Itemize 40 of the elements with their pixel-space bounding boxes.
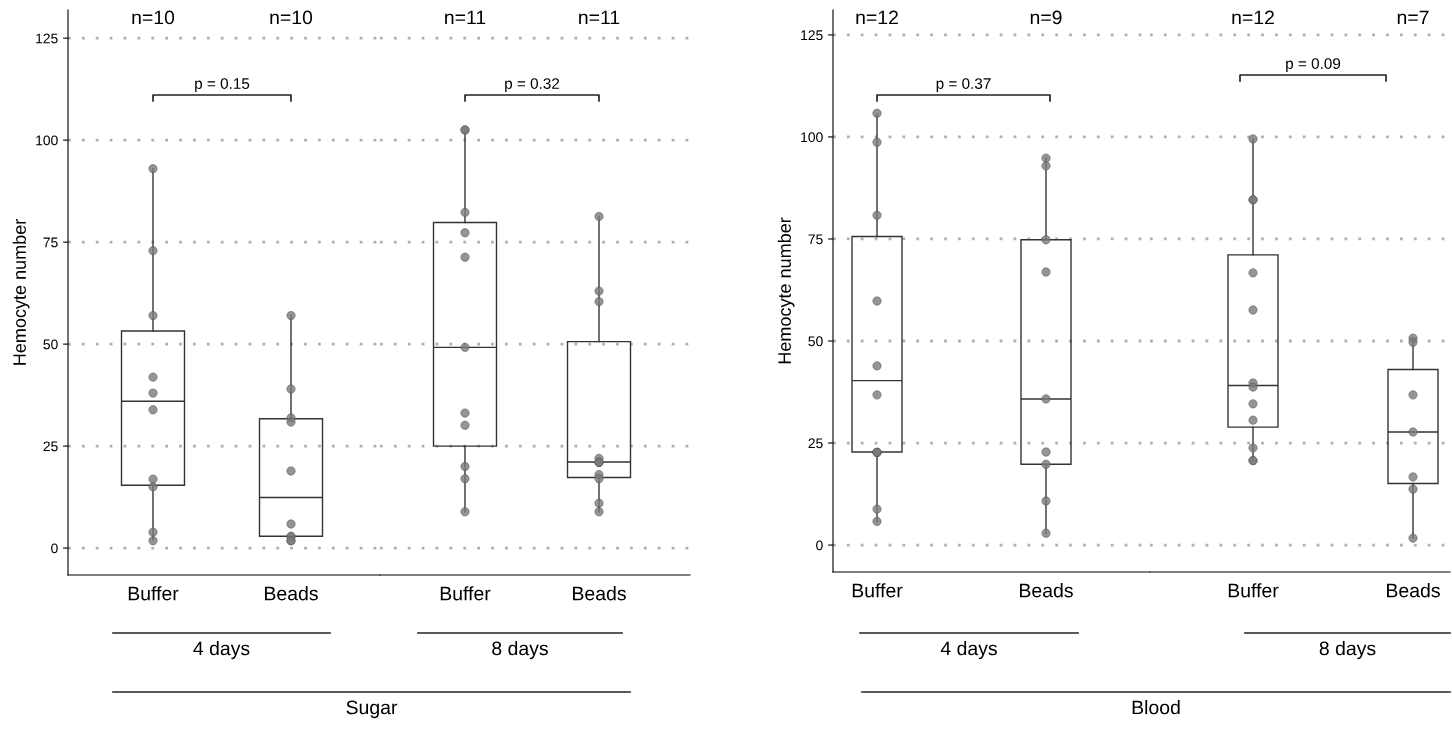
text: 8 days <box>492 641 548 660</box>
y-tick-label: 0 <box>816 540 823 551</box>
annotation: n=7 <box>1397 10 1429 25</box>
x-tick-label: Beads <box>1387 583 1440 598</box>
x-tick-label: Buffer <box>852 583 903 598</box>
text: 4 days <box>193 641 250 660</box>
y-tick-label: 100 <box>801 132 823 143</box>
y-axis-title: Hemocyte number <box>777 217 795 364</box>
annotation: n=10 <box>132 10 175 25</box>
x-tick-label: Beads <box>1020 583 1073 598</box>
text: 4 days <box>940 641 997 660</box>
annotation: n=9 <box>1030 10 1062 25</box>
y-axis-title: Hemocyte number <box>12 219 30 365</box>
x-tick-label: Buffer <box>1228 583 1279 598</box>
annotation: n=12 <box>856 10 898 25</box>
y-tick-label: 25 <box>43 441 58 452</box>
y-tick-label: 100 <box>36 135 58 146</box>
y-tick-label: 25 <box>808 438 823 449</box>
annotation: n=11 <box>445 10 486 25</box>
y-tick-label: 125 <box>801 30 823 41</box>
annotation: p = 0.09 <box>1286 58 1341 72</box>
text: Blood <box>1132 700 1180 715</box>
x-tick-label: Buffer <box>440 586 491 601</box>
y-tick-label: 50 <box>43 339 58 350</box>
text: Sugar <box>346 700 398 719</box>
y-tick-label: 0 <box>51 543 58 554</box>
y-tick-label: 125 <box>36 33 58 44</box>
annotation: p = 0.37 <box>936 78 991 92</box>
annotation: n=11 <box>579 10 620 25</box>
y-tick-label: 50 <box>808 336 823 347</box>
y-tick-label: 75 <box>43 237 58 248</box>
annotation: p = 0.15 <box>195 78 250 92</box>
annotation: n=12 <box>1232 10 1274 25</box>
annotation: n=10 <box>270 10 313 25</box>
x-tick-label: Beads <box>573 586 626 601</box>
x-tick-label: Buffer <box>128 586 179 601</box>
text: 8 days <box>1319 641 1376 660</box>
x-tick-label: Beads <box>265 586 318 601</box>
annotation: p = 0.32 <box>505 78 560 92</box>
y-tick-label: 75 <box>808 234 823 245</box>
